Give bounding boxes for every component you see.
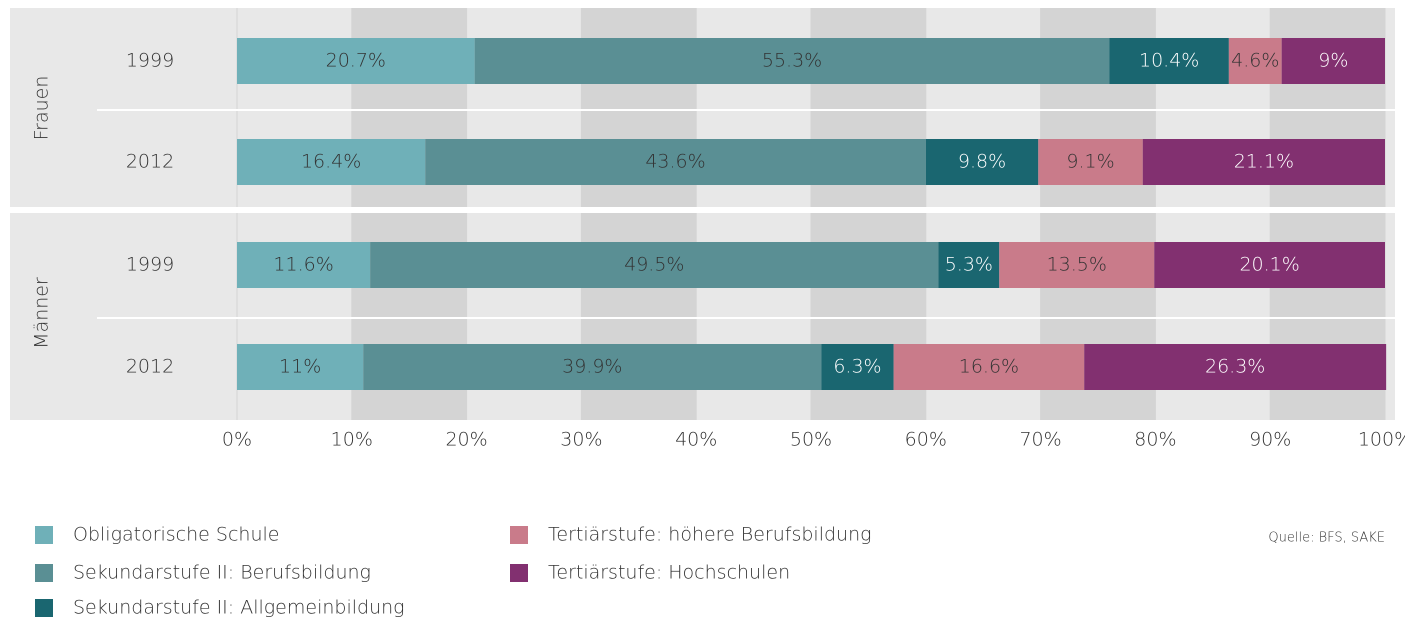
legend-swatch bbox=[35, 564, 53, 582]
data-label: 20.7% bbox=[326, 50, 386, 72]
x-tick-label: 90% bbox=[1249, 429, 1291, 451]
x-tick-label: 50% bbox=[790, 429, 832, 451]
legend-label: Obligatorische Schule bbox=[73, 524, 279, 546]
data-label: 6.3% bbox=[833, 356, 881, 378]
x-tick-label: 0% bbox=[222, 429, 252, 451]
group-label: Frauen bbox=[31, 76, 53, 141]
x-tick-label: 80% bbox=[1134, 429, 1176, 451]
group-label: Männer bbox=[31, 277, 53, 349]
data-label: 9.1% bbox=[1066, 151, 1114, 173]
x-tick-label: 100% bbox=[1358, 429, 1405, 451]
data-label: 11.6% bbox=[273, 254, 333, 276]
bar-segment bbox=[363, 344, 822, 390]
data-label: 16.4% bbox=[301, 151, 361, 173]
bar-segment bbox=[425, 139, 926, 185]
bar-segment bbox=[370, 242, 939, 288]
data-label: 39.9% bbox=[562, 356, 622, 378]
data-label: 26.3% bbox=[1205, 356, 1265, 378]
x-tick-label: 70% bbox=[1019, 429, 1061, 451]
data-label: 11% bbox=[279, 356, 321, 378]
bar-segment bbox=[1038, 139, 1143, 185]
data-label: 49.5% bbox=[624, 254, 684, 276]
data-label: 5.3% bbox=[945, 254, 993, 276]
y-tick-label: 2012 bbox=[126, 356, 174, 378]
data-label: 13.5% bbox=[1047, 254, 1107, 276]
y-tick-label: 2012 bbox=[126, 151, 174, 173]
x-tick-label: 60% bbox=[905, 429, 947, 451]
x-tick-label: 20% bbox=[445, 429, 487, 451]
bar-segment bbox=[1109, 38, 1229, 84]
legend-swatch bbox=[35, 526, 53, 544]
y-tick-label: 1999 bbox=[126, 50, 174, 72]
source: Quelle: BFS, SAKE bbox=[1268, 531, 1385, 546]
bar-segment bbox=[999, 242, 1155, 288]
data-label: 10.4% bbox=[1139, 50, 1199, 72]
bar-segment bbox=[1084, 344, 1387, 390]
x-tick-label: 10% bbox=[331, 429, 373, 451]
legend-label: Sekundarstufe II: Allgemeinbildung bbox=[73, 597, 405, 618]
bar-segment bbox=[893, 344, 1085, 390]
x-tick-label: 30% bbox=[560, 429, 602, 451]
data-label: 21.1% bbox=[1234, 151, 1294, 173]
legend-label: Tertiärstufe: höhere Berufsbildung bbox=[548, 524, 872, 546]
data-label: 55.3% bbox=[762, 50, 822, 72]
bar-segment bbox=[1281, 38, 1385, 84]
legend-swatch bbox=[510, 526, 528, 544]
bar-segment bbox=[938, 242, 1000, 288]
legend-swatch bbox=[510, 564, 528, 582]
x-tick-label: 40% bbox=[675, 429, 717, 451]
bar-segment bbox=[474, 38, 1110, 84]
bar-segment bbox=[821, 344, 894, 390]
data-label: 4.6% bbox=[1231, 50, 1279, 72]
data-label: 20.1% bbox=[1239, 254, 1299, 276]
y-tick-label: 1999 bbox=[126, 254, 174, 276]
data-label: 16.6% bbox=[959, 356, 1019, 378]
bar-segment bbox=[237, 344, 364, 390]
bar-segment bbox=[237, 242, 371, 288]
bar-segment bbox=[237, 38, 475, 84]
bar-segment bbox=[1228, 38, 1282, 84]
bar-segment bbox=[237, 139, 426, 185]
data-label: 9% bbox=[1318, 50, 1348, 72]
legend-label: Tertiärstufe: Hochschulen bbox=[548, 562, 790, 584]
data-label: 9.8% bbox=[958, 151, 1006, 173]
bar-segment bbox=[925, 139, 1039, 185]
legend-label: Sekundarstufe II: Berufsbildung bbox=[73, 562, 371, 584]
data-label: 43.6% bbox=[645, 151, 705, 173]
bar-segment bbox=[1154, 242, 1385, 288]
bar-segment bbox=[1142, 139, 1385, 185]
legend-swatch bbox=[35, 599, 53, 617]
